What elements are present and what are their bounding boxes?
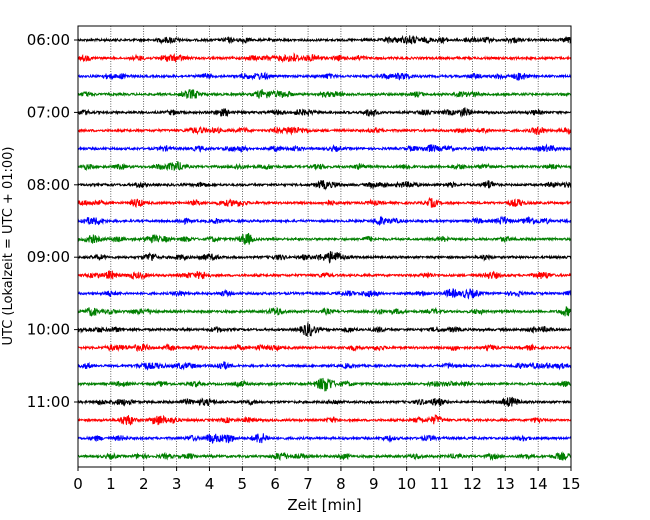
trace-line xyxy=(77,196,572,209)
y-tick-label: 06:00 xyxy=(27,31,70,49)
trace-line xyxy=(77,52,572,64)
x-tick-label: 15 xyxy=(561,475,580,493)
x-tick-label: 6 xyxy=(270,475,280,493)
x-tick-label: 12 xyxy=(463,475,482,493)
x-tick-label: 10 xyxy=(397,475,416,493)
x-axis-ticks: 0 1 2 3 4 5 6 7 8 9 10 11 12 13 14 15 xyxy=(73,467,581,493)
trace-line xyxy=(77,180,572,191)
trace-line xyxy=(77,215,572,227)
trace-line xyxy=(77,322,572,338)
plot-frame xyxy=(77,25,572,468)
y-tick-label: 11:00 xyxy=(27,393,70,411)
x-tick-label: 5 xyxy=(238,475,248,493)
x-tick-label: 7 xyxy=(303,475,313,493)
trace-line xyxy=(77,343,572,353)
trace-line xyxy=(77,288,572,300)
x-tick-label: 11 xyxy=(430,475,449,493)
x-tick-label: 0 xyxy=(73,475,83,493)
x-tick-label: 3 xyxy=(172,475,182,493)
trace-line xyxy=(77,413,572,426)
y-tick-label: 07:00 xyxy=(27,103,70,121)
y-tick-label: 10:00 xyxy=(27,321,70,339)
trace-line xyxy=(77,107,572,118)
x-tick-label: 14 xyxy=(529,475,548,493)
x-tick-label: 1 xyxy=(106,475,116,493)
y-axis-ticks: 06:00 07:00 08:00 09:00 10:00 11:00 xyxy=(27,31,78,411)
trace-line xyxy=(77,71,572,81)
x-tick-label: 8 xyxy=(336,475,346,493)
trace-line xyxy=(77,396,572,407)
x-tick-label: 4 xyxy=(205,475,215,493)
trace-line xyxy=(77,160,572,172)
y-tick-label: 09:00 xyxy=(27,248,70,266)
trace-line xyxy=(77,88,572,99)
grid-lines xyxy=(110,26,539,467)
trace-line xyxy=(77,251,572,264)
trace-line xyxy=(77,377,572,392)
trace-line xyxy=(77,125,572,136)
x-tick-label: 2 xyxy=(139,475,149,493)
trace-line xyxy=(77,433,572,444)
trace-line xyxy=(77,232,571,245)
x-tick-label: 9 xyxy=(369,475,379,493)
traces xyxy=(77,34,572,462)
trace-line xyxy=(77,34,572,46)
y-axis-label: UTC (Lokalzeit = UTC + 01:00) xyxy=(1,147,16,346)
trace-line xyxy=(77,361,572,371)
trace-line xyxy=(77,451,572,462)
trace-line xyxy=(77,143,572,153)
x-tick-label: 13 xyxy=(496,475,515,493)
y-tick-label: 08:00 xyxy=(27,176,70,194)
x-axis-label: Zeit [min] xyxy=(287,496,361,514)
trace-line xyxy=(77,269,572,281)
trace-line xyxy=(77,306,572,317)
